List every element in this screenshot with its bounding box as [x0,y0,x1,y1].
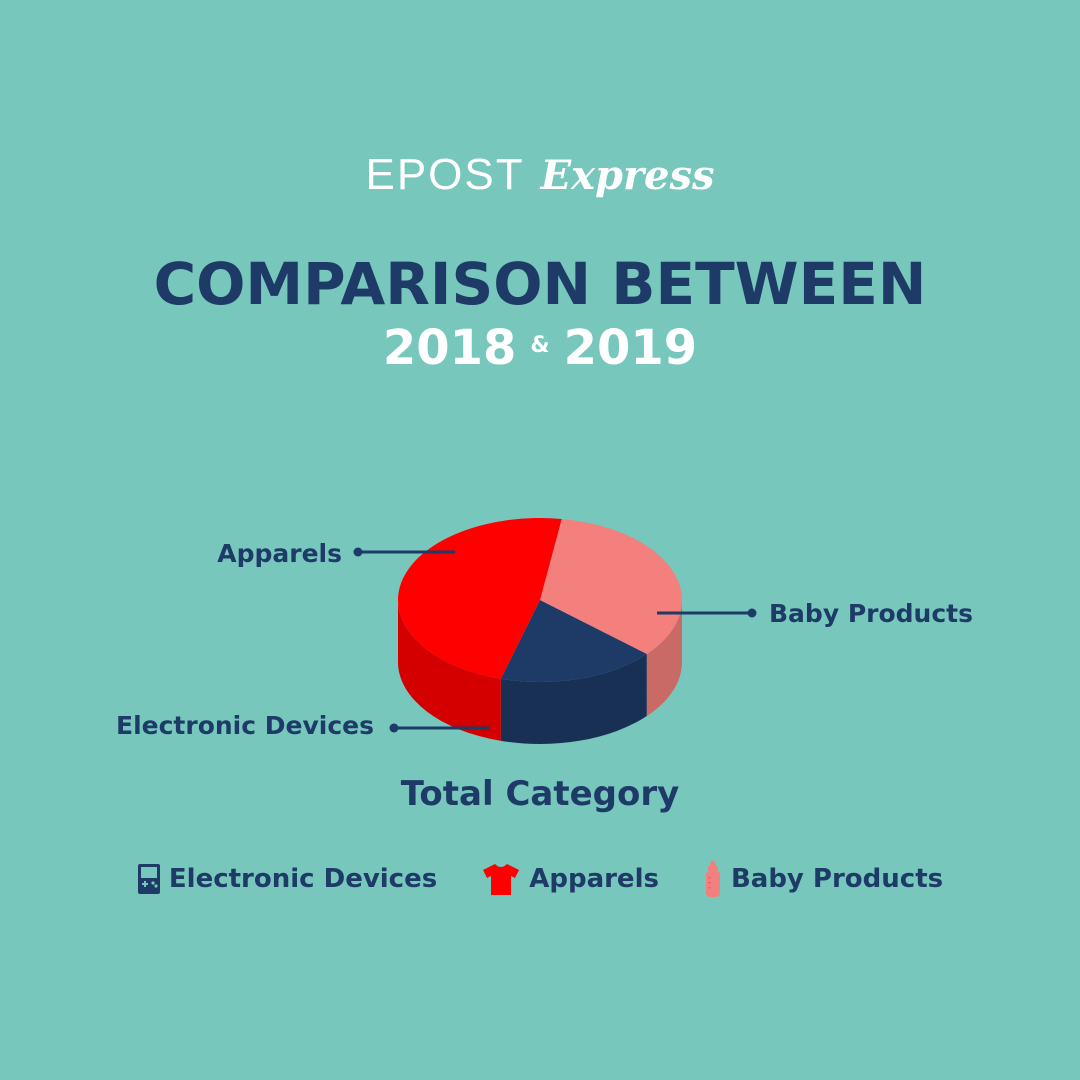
pie-slice-apparels [397,518,562,679]
legend-item-apparels: Apparels [481,862,659,896]
brand-logo: EPOST Express [0,150,1080,200]
legend-item-electronic-devices: Electronic Devices [137,863,437,895]
page-subtitle: 2018 & 2019 [0,320,1080,376]
callout-label-apparels: Apparels [217,539,342,568]
legend-label: Electronic Devices [168,864,438,894]
legend-label: Apparels [529,864,659,894]
callout-label-baby-products: Baby Products [769,599,973,628]
legend: Electronic Devices Apparels Baby Product… [0,860,1080,898]
pie-slice-baby-products [540,518,682,655]
callout-dot-apparels [353,547,363,557]
baby-bottle-icon [705,860,720,897]
brand-script: Express [540,152,715,199]
year-2019: 2019 [563,320,698,376]
side-wall-electronic-devices [500,654,647,744]
callout-dot-electronic-devices [389,723,399,733]
tshirt-icon [483,864,520,895]
pie-slice-electronic-devices [500,600,647,682]
side-wall-baby-products [646,600,682,717]
side-wall-apparels [398,600,501,741]
ampersand: & [530,332,550,358]
chart-title: Total Category [400,774,680,814]
brand-name: EPOST [365,150,525,199]
year-2018: 2018 [382,320,517,376]
callout-label-electronic-devices: Electronic Devices [116,711,374,740]
legend-label: Baby Products [730,864,944,894]
page-title: COMPARISON BETWEEN [153,250,927,318]
legend-item-baby-products: Baby Products [703,860,943,898]
gameboy-icon [137,864,160,894]
callout-dot-baby-products [747,608,757,618]
